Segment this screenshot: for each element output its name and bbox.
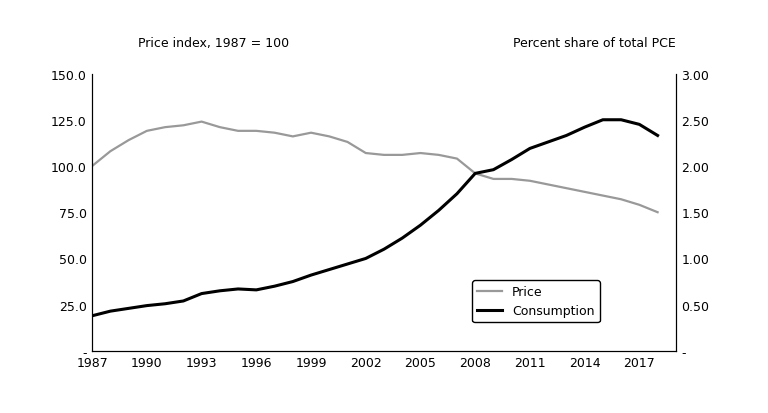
Consumption — [562, 134, 571, 139]
Consumption — [617, 118, 626, 123]
Price — [343, 140, 353, 145]
Consumption — [452, 192, 462, 197]
Consumption — [471, 171, 480, 176]
Consumption — [398, 236, 407, 241]
Consumption — [197, 292, 207, 297]
Consumption — [361, 256, 370, 261]
Consumption — [325, 267, 334, 272]
Consumption — [124, 306, 133, 311]
Consumption — [306, 273, 316, 278]
Text: Percent share of total PCE: Percent share of total PCE — [513, 37, 676, 50]
Consumption — [653, 134, 662, 139]
Price — [653, 210, 662, 215]
Price — [252, 129, 261, 134]
Consumption — [379, 247, 389, 252]
Consumption — [635, 123, 644, 128]
Consumption — [343, 262, 353, 267]
Price — [88, 164, 97, 169]
Consumption — [288, 279, 297, 284]
Line: Price: Price — [92, 122, 657, 213]
Consumption — [598, 118, 607, 123]
Text: Price index, 1987 = 100: Price index, 1987 = 100 — [138, 37, 290, 50]
Consumption — [580, 126, 589, 131]
Price — [270, 131, 280, 136]
Price — [525, 179, 535, 184]
Price — [361, 151, 370, 156]
Price — [306, 131, 316, 136]
Price — [142, 129, 151, 134]
Consumption — [489, 168, 498, 173]
Legend: Price, Consumption: Price, Consumption — [472, 280, 600, 323]
Consumption — [434, 209, 443, 214]
Price — [288, 135, 297, 140]
Price — [507, 177, 516, 182]
Price — [124, 138, 133, 143]
Price — [416, 151, 425, 156]
Price — [398, 153, 407, 158]
Consumption — [270, 284, 280, 289]
Price — [379, 153, 389, 158]
Price — [215, 126, 224, 131]
Consumption — [215, 289, 224, 294]
Price — [471, 171, 480, 176]
Consumption — [507, 158, 516, 163]
Consumption — [252, 288, 261, 293]
Consumption — [88, 313, 97, 318]
Consumption — [161, 301, 170, 306]
Consumption — [179, 299, 188, 304]
Consumption — [525, 147, 535, 152]
Price — [544, 183, 553, 188]
Consumption — [106, 309, 115, 314]
Consumption — [416, 223, 425, 228]
Price — [233, 129, 243, 134]
Consumption — [142, 304, 151, 309]
Price — [598, 194, 607, 199]
Line: Consumption: Consumption — [92, 121, 657, 316]
Price — [617, 197, 626, 202]
Price — [179, 123, 188, 128]
Price — [197, 120, 207, 125]
Price — [580, 190, 589, 195]
Price — [489, 177, 498, 182]
Price — [452, 157, 462, 161]
Consumption — [544, 140, 553, 145]
Price — [434, 153, 443, 158]
Price — [562, 186, 571, 191]
Price — [635, 203, 644, 208]
Consumption — [233, 287, 243, 292]
Price — [325, 135, 334, 140]
Price — [161, 126, 170, 131]
Price — [106, 150, 115, 154]
